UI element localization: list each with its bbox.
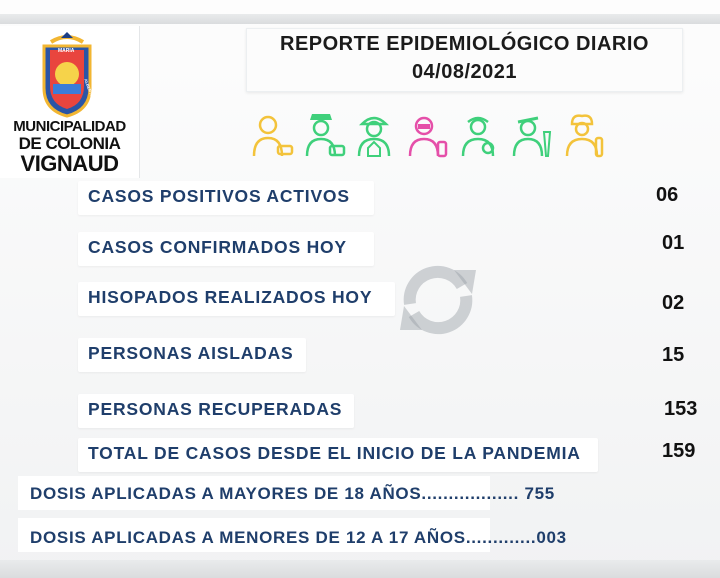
stat-value-swabs-today: 02 (662, 292, 685, 314)
stat-value-total-cases: 159 (662, 440, 696, 462)
essential-workers-icons (250, 112, 604, 158)
stat-value-active-cases: 06 (656, 184, 679, 206)
firefighter-icon (357, 116, 391, 157)
logo-line-3: VIGNAUD (20, 151, 119, 176)
dose-value: 755 (519, 484, 555, 503)
logo-line-1: MUNICIPALIDAD (13, 118, 126, 135)
stat-row-active-cases: CASOS POSITIVOS ACTIVOS (78, 181, 374, 215)
dose-row-minors: DOSIS APLICADAS A MENORES DE 12 A 17 AÑO… (30, 528, 567, 548)
stat-label: CASOS POSITIVOS ACTIVOS (88, 186, 350, 206)
nurse-icon (408, 116, 448, 158)
stat-label: CASOS CONFIRMADOS HOY (88, 237, 347, 257)
badge-top-text: MARIA (58, 48, 75, 54)
stat-row-recovered: PERSONAS RECUPERADAS (78, 394, 354, 428)
doctor-icon (461, 116, 495, 157)
top-divider (0, 14, 720, 24)
report-date: 04/08/2021 (411, 61, 518, 83)
stat-row-confirmed-today: CASOS CONFIRMADOS HOY (78, 232, 374, 266)
dose-label: DOSIS APLICADAS A MAYORES DE 18 AÑOS....… (30, 484, 520, 503)
dose-row-background (18, 518, 490, 552)
stat-value-recovered: 153 (664, 398, 698, 420)
dose-label: DOSIS APLICADAS A MENORES DE 12 A 17 AÑO… (30, 528, 537, 547)
dose-row-adults: DOSIS APLICADAS A MAYORES DE 18 AÑOS....… (30, 484, 555, 504)
chef-icon (565, 114, 604, 158)
logo-line-2: DE COLONIA (18, 134, 121, 153)
stat-row-isolated: PERSONAS AISLADAS (78, 338, 306, 372)
stat-row-total-cases: TOTAL DE CASOS DESDE EL INICIO DE LA PAN… (78, 438, 598, 472)
report-header: REPORTE EPIDEMIOLÓGICO DIARIO 04/08/2021 (246, 28, 683, 92)
stat-value-isolated: 15 (662, 344, 685, 366)
refresh-watermark-icon (400, 265, 476, 335)
stat-value-confirmed-today: 01 (662, 232, 685, 254)
stat-label: PERSONAS AISLADAS (88, 343, 294, 363)
badge-left-text: CHARIGUE (20, 81, 36, 103)
caregiver-icon (512, 116, 552, 157)
dose-row-background (18, 476, 490, 510)
soldier-icon (305, 114, 346, 157)
dose-value: 003 (536, 528, 567, 547)
stat-label: HISOPADOS REALIZADOS HOY (88, 287, 373, 307)
municipality-logo: MARIA CHARIGUE ALBERTINA MUNICIPALIDAD D… (0, 26, 140, 178)
bottom-divider (0, 560, 720, 578)
stat-label: PERSONAS RECUPERADAS (88, 399, 343, 419)
stat-label: TOTAL DE CASOS DESDE EL INICIO DE LA PAN… (88, 443, 581, 463)
report-title: REPORTE EPIDEMIOLÓGICO DIARIO (280, 33, 649, 55)
stat-row-swabs-today: HISOPADOS REALIZADOS HOY (78, 282, 395, 316)
worker-icon (252, 115, 294, 157)
shield-emblem-icon (42, 32, 92, 118)
